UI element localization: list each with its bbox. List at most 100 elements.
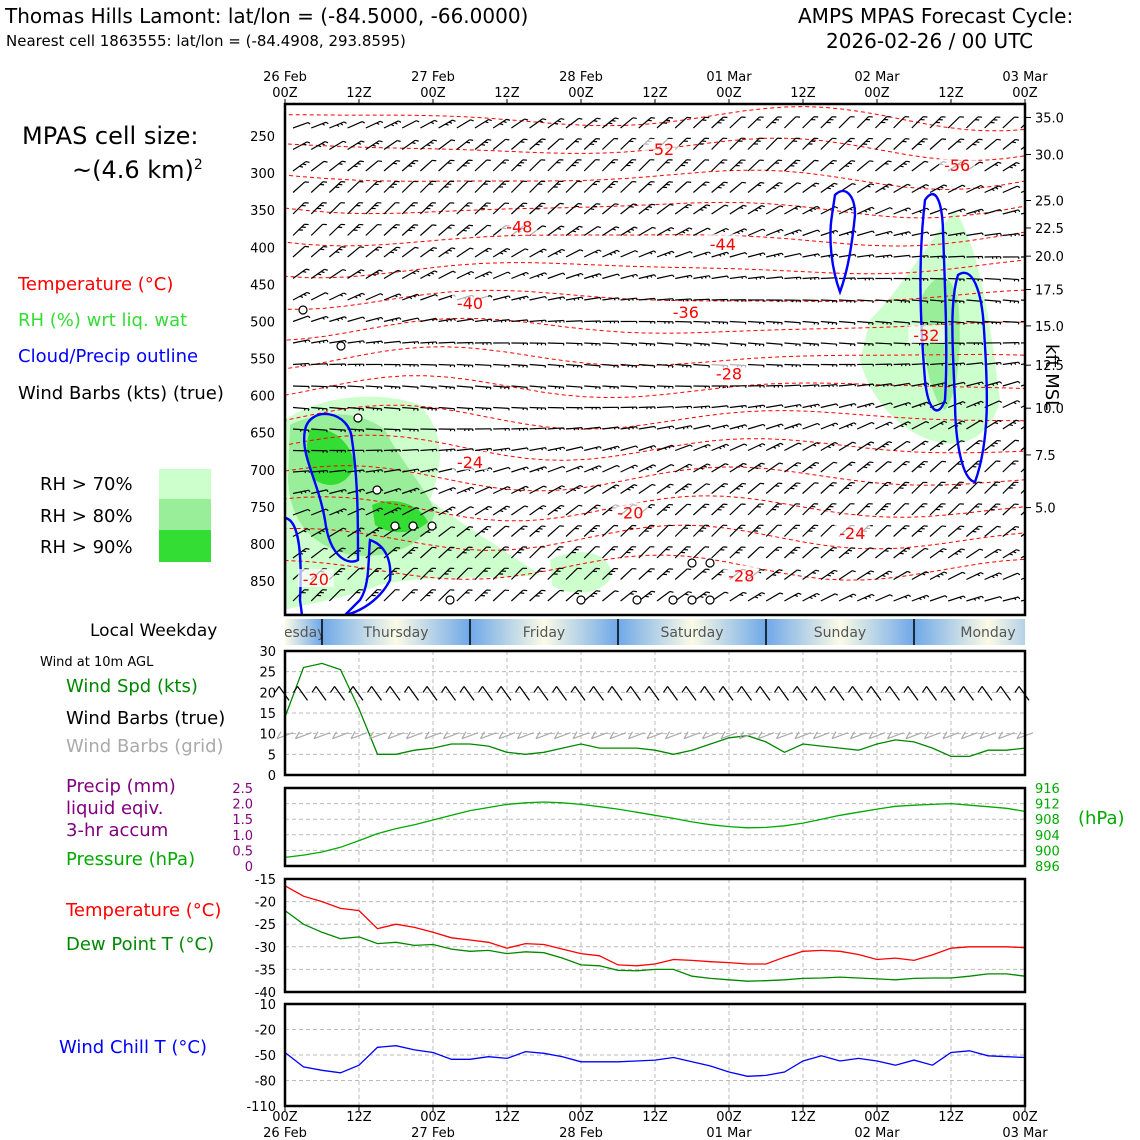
legend-precip-3: 3-hr accum — [66, 820, 169, 841]
wind-barb — [438, 487, 457, 495]
wind-barb — [675, 342, 692, 347]
y-tick-label: 0 — [268, 769, 276, 784]
grid-wind-barb — [905, 731, 923, 740]
grid-wind-barb — [720, 731, 738, 740]
wind-barb — [420, 341, 438, 345]
kft-tick-label: 7.5 — [1035, 449, 1056, 464]
grid-wind-barb — [868, 731, 886, 740]
wind-barb — [584, 273, 602, 280]
wind-barb — [984, 208, 1003, 215]
temperature-contour — [285, 404, 1025, 430]
wind-barb — [638, 464, 657, 473]
wind-barb — [857, 254, 875, 258]
wind-barb — [838, 547, 856, 559]
weekday-band — [470, 619, 618, 645]
wind-barb — [547, 138, 564, 150]
wind-barb — [1020, 384, 1025, 387]
wind-barb — [838, 481, 855, 494]
wind-barb — [711, 424, 730, 430]
wind-barb — [383, 449, 401, 453]
wind-barb — [402, 363, 419, 367]
wind-barb — [984, 185, 1002, 194]
wind-barb — [365, 469, 384, 474]
wind-barb — [984, 232, 1002, 237]
wind-barb — [474, 138, 492, 150]
calm-circle — [390, 521, 400, 531]
wind-barb — [783, 137, 801, 150]
surface-wind-barb — [737, 686, 752, 701]
wind-barb — [1020, 190, 1025, 194]
wind-barb — [765, 137, 782, 150]
wind-barb — [838, 461, 856, 473]
wind-barb — [383, 507, 402, 516]
wind-barb — [875, 207, 893, 215]
calm-circle — [576, 595, 586, 605]
cross-section: -52 -56 -48 -44 -40 -36 -32 -28 -24 -20 -24 -28 -20 — [285, 106, 1025, 615]
wind-barb — [693, 463, 711, 473]
top-date-label: 01 Mar — [706, 70, 752, 85]
wind-barb — [1002, 525, 1020, 537]
wind-barb — [656, 274, 675, 280]
wind-barb — [911, 547, 929, 559]
pressure-tick-label: 250 — [250, 130, 275, 145]
wind-barb — [656, 159, 673, 172]
wind-barb — [856, 547, 874, 559]
wind-barb — [401, 589, 418, 602]
wind-barb — [329, 527, 347, 538]
wind-barb — [511, 406, 528, 411]
surface-wind-barb — [330, 686, 345, 701]
wind-barb — [401, 293, 420, 301]
wind-barb — [529, 525, 546, 537]
wind-barb — [729, 181, 747, 193]
wind-barb — [711, 342, 729, 347]
wind-barb — [674, 444, 693, 452]
wind-barb — [292, 160, 310, 172]
wind-barb — [547, 180, 564, 193]
wind-barb — [693, 298, 711, 302]
top-date-label: 02 Mar — [854, 70, 900, 85]
wind-barb — [1020, 577, 1025, 581]
wind-barb — [802, 276, 820, 281]
wind-barb — [675, 425, 693, 430]
wind-barb — [966, 342, 983, 346]
wind-barb — [529, 272, 548, 280]
wind-barb — [329, 140, 347, 151]
surface-wind-barb — [293, 686, 308, 701]
bottom-date-label: 02 Mar — [854, 1126, 900, 1140]
grid-wind-barb — [942, 731, 960, 740]
wind-barb — [456, 526, 474, 537]
wind-barb — [383, 589, 400, 602]
wind-barb — [438, 247, 456, 258]
precip-tick-label: 1.0 — [232, 829, 253, 844]
pressure-tick-label: 800 — [250, 538, 275, 553]
wind-barb — [711, 181, 728, 193]
wind-barb — [383, 488, 402, 495]
wind-barb — [838, 320, 856, 326]
wind-barb — [947, 116, 964, 129]
wind-barb — [565, 202, 583, 215]
legend-barbs: Wind Barbs (kts) (true) — [18, 383, 224, 404]
wind-barb — [401, 202, 418, 215]
wind-barb — [438, 224, 455, 236]
grid-wind-barb — [331, 731, 349, 740]
wind-barb — [620, 426, 638, 431]
surface-wind-barb — [570, 686, 586, 701]
wind-barb — [383, 224, 400, 236]
wind-barb — [620, 203, 637, 215]
wind-barb — [329, 363, 347, 367]
wind-barb — [984, 277, 1002, 282]
wind-barb — [1002, 162, 1020, 172]
wind-barb — [311, 469, 329, 474]
wind-barb — [911, 160, 929, 172]
wind-barb — [711, 483, 728, 494]
wind-barb — [383, 340, 402, 344]
wind-barb — [784, 252, 802, 258]
wind-barb — [511, 363, 528, 368]
wind-barb — [456, 448, 474, 452]
wind-barb — [966, 381, 984, 387]
wind-barb — [601, 159, 618, 172]
wind-barb — [929, 548, 947, 559]
wind-barb — [620, 524, 637, 537]
wind-barb — [1020, 234, 1025, 237]
weekday-label: Monday — [960, 625, 1015, 641]
